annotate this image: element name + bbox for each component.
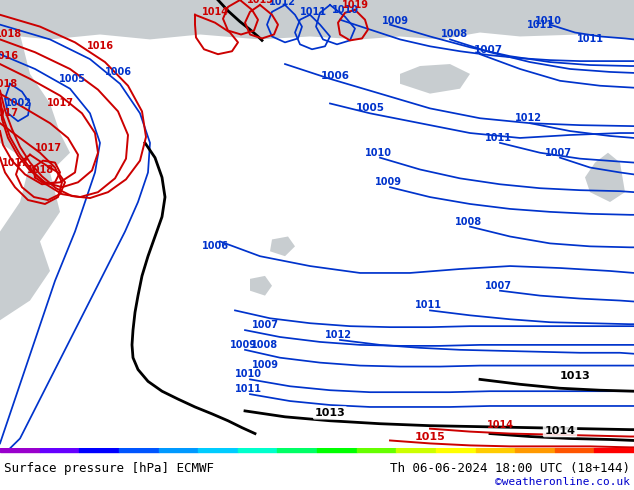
Bar <box>555 448 595 452</box>
Text: 1018: 1018 <box>0 79 18 89</box>
Text: 1016: 1016 <box>0 51 18 61</box>
Text: 1008: 1008 <box>455 217 482 227</box>
Text: 1018: 1018 <box>0 29 22 40</box>
Text: 1010: 1010 <box>235 369 261 379</box>
Bar <box>0 448 39 452</box>
Text: 1017: 1017 <box>1 158 29 168</box>
Text: 1013: 1013 <box>247 0 273 5</box>
Bar <box>198 448 238 452</box>
Text: Th 06-06-2024 18:00 UTC (18+144): Th 06-06-2024 18:00 UTC (18+144) <box>390 462 630 475</box>
Text: Surface pressure [hPa] ECMWF: Surface pressure [hPa] ECMWF <box>4 462 214 475</box>
Text: 1009: 1009 <box>230 340 257 350</box>
Bar <box>476 448 515 452</box>
Text: 1017: 1017 <box>34 143 61 153</box>
Text: 1006: 1006 <box>321 71 349 81</box>
Text: 1016: 1016 <box>86 41 113 51</box>
Text: 1011: 1011 <box>415 300 441 311</box>
Text: 1013: 1013 <box>560 371 590 381</box>
Text: 1005: 1005 <box>356 103 384 113</box>
Polygon shape <box>270 237 295 256</box>
Bar <box>515 448 555 452</box>
Text: 1002: 1002 <box>4 98 32 108</box>
Text: 1006: 1006 <box>202 242 228 251</box>
Text: 1011: 1011 <box>484 133 512 143</box>
Text: 1015: 1015 <box>415 432 445 441</box>
Bar <box>356 448 396 452</box>
Text: 1010: 1010 <box>332 5 358 15</box>
Text: 1019: 1019 <box>342 0 368 10</box>
Text: 1011: 1011 <box>235 384 261 394</box>
Text: 1008: 1008 <box>252 340 278 350</box>
Bar <box>79 448 119 452</box>
Text: 1018: 1018 <box>27 166 53 175</box>
Text: 1011: 1011 <box>576 34 604 45</box>
Bar <box>278 448 317 452</box>
Text: 1008: 1008 <box>441 29 469 40</box>
Text: 1009: 1009 <box>375 177 401 187</box>
Polygon shape <box>0 0 70 320</box>
Text: 1009: 1009 <box>252 360 278 369</box>
Text: 1006: 1006 <box>105 67 131 77</box>
Text: 1012: 1012 <box>269 0 295 7</box>
Bar <box>238 448 278 452</box>
Bar <box>317 448 356 452</box>
Polygon shape <box>400 64 470 94</box>
Bar <box>436 448 476 452</box>
Polygon shape <box>0 0 634 39</box>
Polygon shape <box>585 153 625 202</box>
Text: 1014: 1014 <box>202 7 228 17</box>
Text: 1007: 1007 <box>484 281 512 291</box>
Bar <box>396 448 436 452</box>
Text: 1014: 1014 <box>486 420 514 430</box>
Bar <box>158 448 198 452</box>
Text: 1017: 1017 <box>46 98 74 108</box>
Text: 1007: 1007 <box>474 45 503 55</box>
Text: 1013: 1013 <box>314 408 346 418</box>
Polygon shape <box>250 276 272 295</box>
Text: 1014: 1014 <box>545 426 576 436</box>
Bar <box>39 448 79 452</box>
Bar <box>595 448 634 452</box>
Text: 1011: 1011 <box>526 20 553 29</box>
Polygon shape <box>200 0 420 34</box>
Text: 1012: 1012 <box>325 330 351 340</box>
Text: 1010: 1010 <box>365 147 392 158</box>
Text: 1005: 1005 <box>58 74 86 84</box>
Text: 1012: 1012 <box>515 113 541 123</box>
Text: 1009: 1009 <box>382 16 408 25</box>
Text: 1010: 1010 <box>534 16 562 25</box>
Text: 1017: 1017 <box>0 108 18 118</box>
Text: 1007: 1007 <box>252 320 278 330</box>
Text: 1007: 1007 <box>545 147 571 158</box>
Text: 1011: 1011 <box>299 7 327 17</box>
Bar <box>119 448 158 452</box>
Text: ©weatheronline.co.uk: ©weatheronline.co.uk <box>495 477 630 487</box>
